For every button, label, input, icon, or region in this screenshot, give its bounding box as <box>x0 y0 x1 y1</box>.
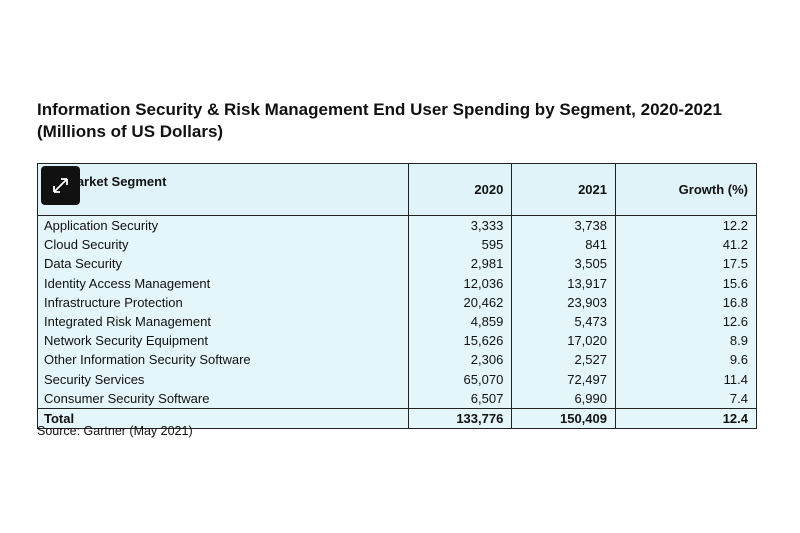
table-cell: Security Services <box>37 369 409 389</box>
title-block: Information Security & Risk Management E… <box>37 99 722 143</box>
table-cell: 5,473 <box>511 311 616 332</box>
table-cell: Network Security Equipment <box>37 331 409 351</box>
table-cell: 11.4 <box>614 369 758 389</box>
subtitle: (Millions of US Dollars) <box>37 122 224 141</box>
table-cell: 12,036 <box>407 273 513 293</box>
table-cell: 3,333 <box>407 215 513 236</box>
table-row: Other Information Security Software 2,306… <box>37 350 758 370</box>
table-cell: 9.6 <box>614 350 758 370</box>
table-cell: 12.6 <box>614 311 758 332</box>
table-row: Data Security 2,981 3,505 17.5 <box>37 254 758 274</box>
table-cell: 17,020 <box>511 331 616 351</box>
expand-button[interactable] <box>41 166 80 205</box>
table-cell: Data Security <box>37 254 409 274</box>
source-note: Source: Gartner (May 2021) <box>37 424 193 438</box>
table-row: Security Services 65,070 72,497 11.4 <box>37 369 758 389</box>
title: Information Security & Risk Management E… <box>37 100 722 119</box>
table-cell: 12.2 <box>614 215 758 236</box>
header-row: Market Segment 2020 2021 Growth (%) <box>37 163 758 216</box>
total-cell: 12.4 <box>614 407 758 429</box>
table-row: Application Security 3,333 3,738 12.2 <box>37 215 758 236</box>
total-cell: Total <box>37 407 409 429</box>
table-cell: 2,306 <box>407 350 513 370</box>
table-cell: Consumer Security Software <box>37 388 409 409</box>
table-row: Infrastructure Protection 20,462 23,903 16.… <box>37 292 758 312</box>
column-header: Growth (%) <box>614 163 758 216</box>
column-header: 2021 <box>511 163 616 216</box>
table-cell: Identity Access Management <box>37 273 409 293</box>
table-cell: 17.5 <box>614 254 758 274</box>
table-cell: 595 <box>407 235 513 255</box>
table-cell: 841 <box>511 235 616 255</box>
table-row: Integrated Risk Management 4,859 5,473 12.6 <box>37 311 758 332</box>
total-row: Total 133,776 150,409 12.4 <box>37 407 758 429</box>
total-cell: 150,409 <box>511 407 616 429</box>
table-row: Network Security Equipment 15,626 17,020 8.… <box>37 331 758 351</box>
table-cell: 8.9 <box>614 331 758 351</box>
table-cell: 72,497 <box>511 369 616 389</box>
table-cell: Integrated Risk Management <box>37 311 409 332</box>
column-header: 2020 <box>407 163 513 216</box>
table-cell: 15.6 <box>614 273 758 293</box>
table-cell: Infrastructure Protection <box>37 292 409 312</box>
total-cell: 133,776 <box>407 407 513 429</box>
table-cell: 4,859 <box>407 311 513 332</box>
spending-table: Market Segment 2020 2021 Growth (%) Applica… <box>37 163 758 429</box>
table-cell: 20,462 <box>407 292 513 312</box>
table-cell: 41.2 <box>614 235 758 255</box>
table-cell: 13,917 <box>511 273 616 293</box>
table-body: Application Security 3,333 3,738 12.2 Cloud … <box>37 215 758 429</box>
table-cell: 2,981 <box>407 254 513 274</box>
table-cell: Cloud Security <box>37 235 409 255</box>
table-cell: 7.4 <box>614 388 758 409</box>
column-header: Market Segment <box>37 163 409 216</box>
table-cell: 15,626 <box>407 331 513 351</box>
table-cell: 3,738 <box>511 215 616 236</box>
table-cell: Other Information Security Software <box>37 350 409 370</box>
table-cell: 3,505 <box>511 254 616 274</box>
table-row: Consumer Security Software 6,507 6,990 7.4 <box>37 388 758 409</box>
table-cell: Application Security <box>37 215 409 236</box>
table-row: Cloud Security 595 841 41.2 <box>37 235 758 255</box>
table-cell: 23,903 <box>511 292 616 312</box>
table-row: Identity Access Management 12,036 13,917 15… <box>37 273 758 293</box>
table-cell: 16.8 <box>614 292 758 312</box>
table-cell: 6,990 <box>511 388 616 409</box>
expand-icon <box>53 178 68 193</box>
table-cell: 2,527 <box>511 350 616 370</box>
table-cell: 6,507 <box>407 388 513 409</box>
table-cell: 65,070 <box>407 369 513 389</box>
